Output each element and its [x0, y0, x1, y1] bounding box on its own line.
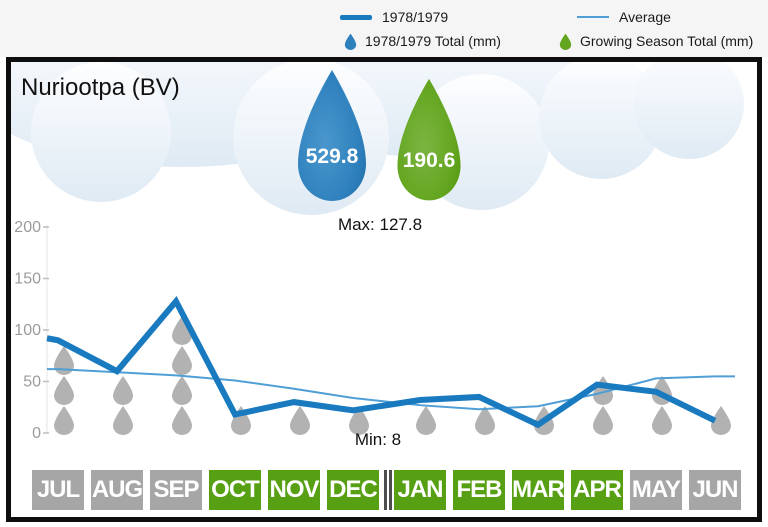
gray-raindrop-icon: [652, 406, 672, 435]
gray-raindrop-icon: [54, 346, 74, 375]
average-line: [47, 368, 735, 411]
month-may[interactable]: MAY: [630, 470, 682, 510]
rainfall-chart-svg: 0 50 100 150 200: [14, 219, 735, 442]
gray-raindrop-icon: [593, 376, 613, 405]
gray-raindrop-icon: [172, 406, 192, 435]
green-raindrop-icon: [397, 78, 461, 201]
blue-raindrop-icon: [344, 33, 357, 50]
growing-season-total-drop: 190.6: [390, 77, 468, 205]
month-dec[interactable]: DEC: [327, 470, 379, 510]
gray-raindrop-icon: [113, 406, 133, 435]
legend-growing-total-label: Growing Season Total (mm): [580, 33, 754, 49]
month-sep[interactable]: SEP: [150, 470, 202, 510]
y-axis-tick-label: 150: [14, 271, 41, 288]
legend-item-1978-line: 1978/1979: [340, 7, 555, 27]
legend-1978-total-label: 1978/1979 Total (mm): [365, 33, 501, 49]
month-oct[interactable]: OCT: [209, 470, 261, 510]
gray-raindrop-icon: [172, 346, 192, 375]
gray-raindrop-icon: [349, 406, 369, 435]
season-total-drop: 529.8: [292, 68, 372, 206]
season-total-value: 529.8: [305, 145, 359, 169]
month-aug[interactable]: AUG: [91, 470, 143, 510]
month-nov[interactable]: NOV: [268, 470, 320, 510]
month-jan[interactable]: JAN: [394, 470, 446, 510]
page-title: Nuriootpa (BV): [21, 74, 180, 101]
thick-line-swatch: [340, 14, 372, 20]
legend-item-average-line: Average: [555, 7, 753, 27]
month-jul[interactable]: JUL: [32, 470, 84, 510]
month-apr[interactable]: APR: [571, 470, 623, 510]
thin-line-swatch: [577, 16, 609, 18]
max-annotation: Max: 127.8: [337, 215, 423, 234]
gray-raindrop-icon: [113, 376, 133, 405]
blue-raindrop-icon: [298, 70, 366, 201]
month-jun[interactable]: JUN: [689, 470, 741, 510]
legend-bar: 1978/1979 Average 1978/1979 Total (mm) G…: [0, 0, 768, 57]
legend: 1978/1979 Average 1978/1979 Total (mm) G…: [340, 7, 753, 51]
green-raindrop-icon: [559, 33, 572, 50]
month-mar[interactable]: MAR: [512, 470, 565, 510]
min-annotation: Min: 8: [354, 430, 402, 449]
gray-raindrop-icon: [416, 406, 436, 435]
rainfall-card: Nuriootpa (BV) 529.8 190.6 Max: 127.8 Mi…: [6, 57, 762, 522]
growing-season-total-value: 190.6: [402, 148, 456, 172]
gray-raindrop-icon: [290, 406, 310, 435]
gray-raindrop-icon: [231, 406, 251, 435]
legend-1978-label: 1978/1979: [382, 9, 449, 25]
season-1978-line: [46, 296, 717, 429]
y-axis-tick-label: 100: [14, 322, 41, 339]
y-axis-tick-label: 0: [32, 425, 41, 442]
gray-raindrop-icon: [593, 406, 613, 435]
month-feb[interactable]: FEB: [453, 470, 505, 510]
legend-average-label: Average: [619, 9, 671, 25]
gray-raindrop-icon: [711, 406, 731, 435]
gray-raindrop-icon: [172, 376, 192, 405]
gray-raindrop-icon: [172, 316, 192, 345]
gray-raindrop-icon: [54, 376, 74, 405]
gray-raindrop-icon: [475, 406, 495, 435]
y-axis-tick-label: 50: [23, 374, 41, 391]
rainfall-chart: 0 50 100 150 200: [11, 219, 757, 475]
year-divider: [389, 470, 392, 510]
year-divider: [384, 470, 387, 510]
y-axis-tick-label: 200: [14, 220, 41, 236]
gray-raindrop-icon: [54, 406, 74, 435]
legend-item-growing-total: Growing Season Total (mm): [555, 31, 753, 51]
legend-item-1978-total: 1978/1979 Total (mm): [340, 31, 555, 51]
